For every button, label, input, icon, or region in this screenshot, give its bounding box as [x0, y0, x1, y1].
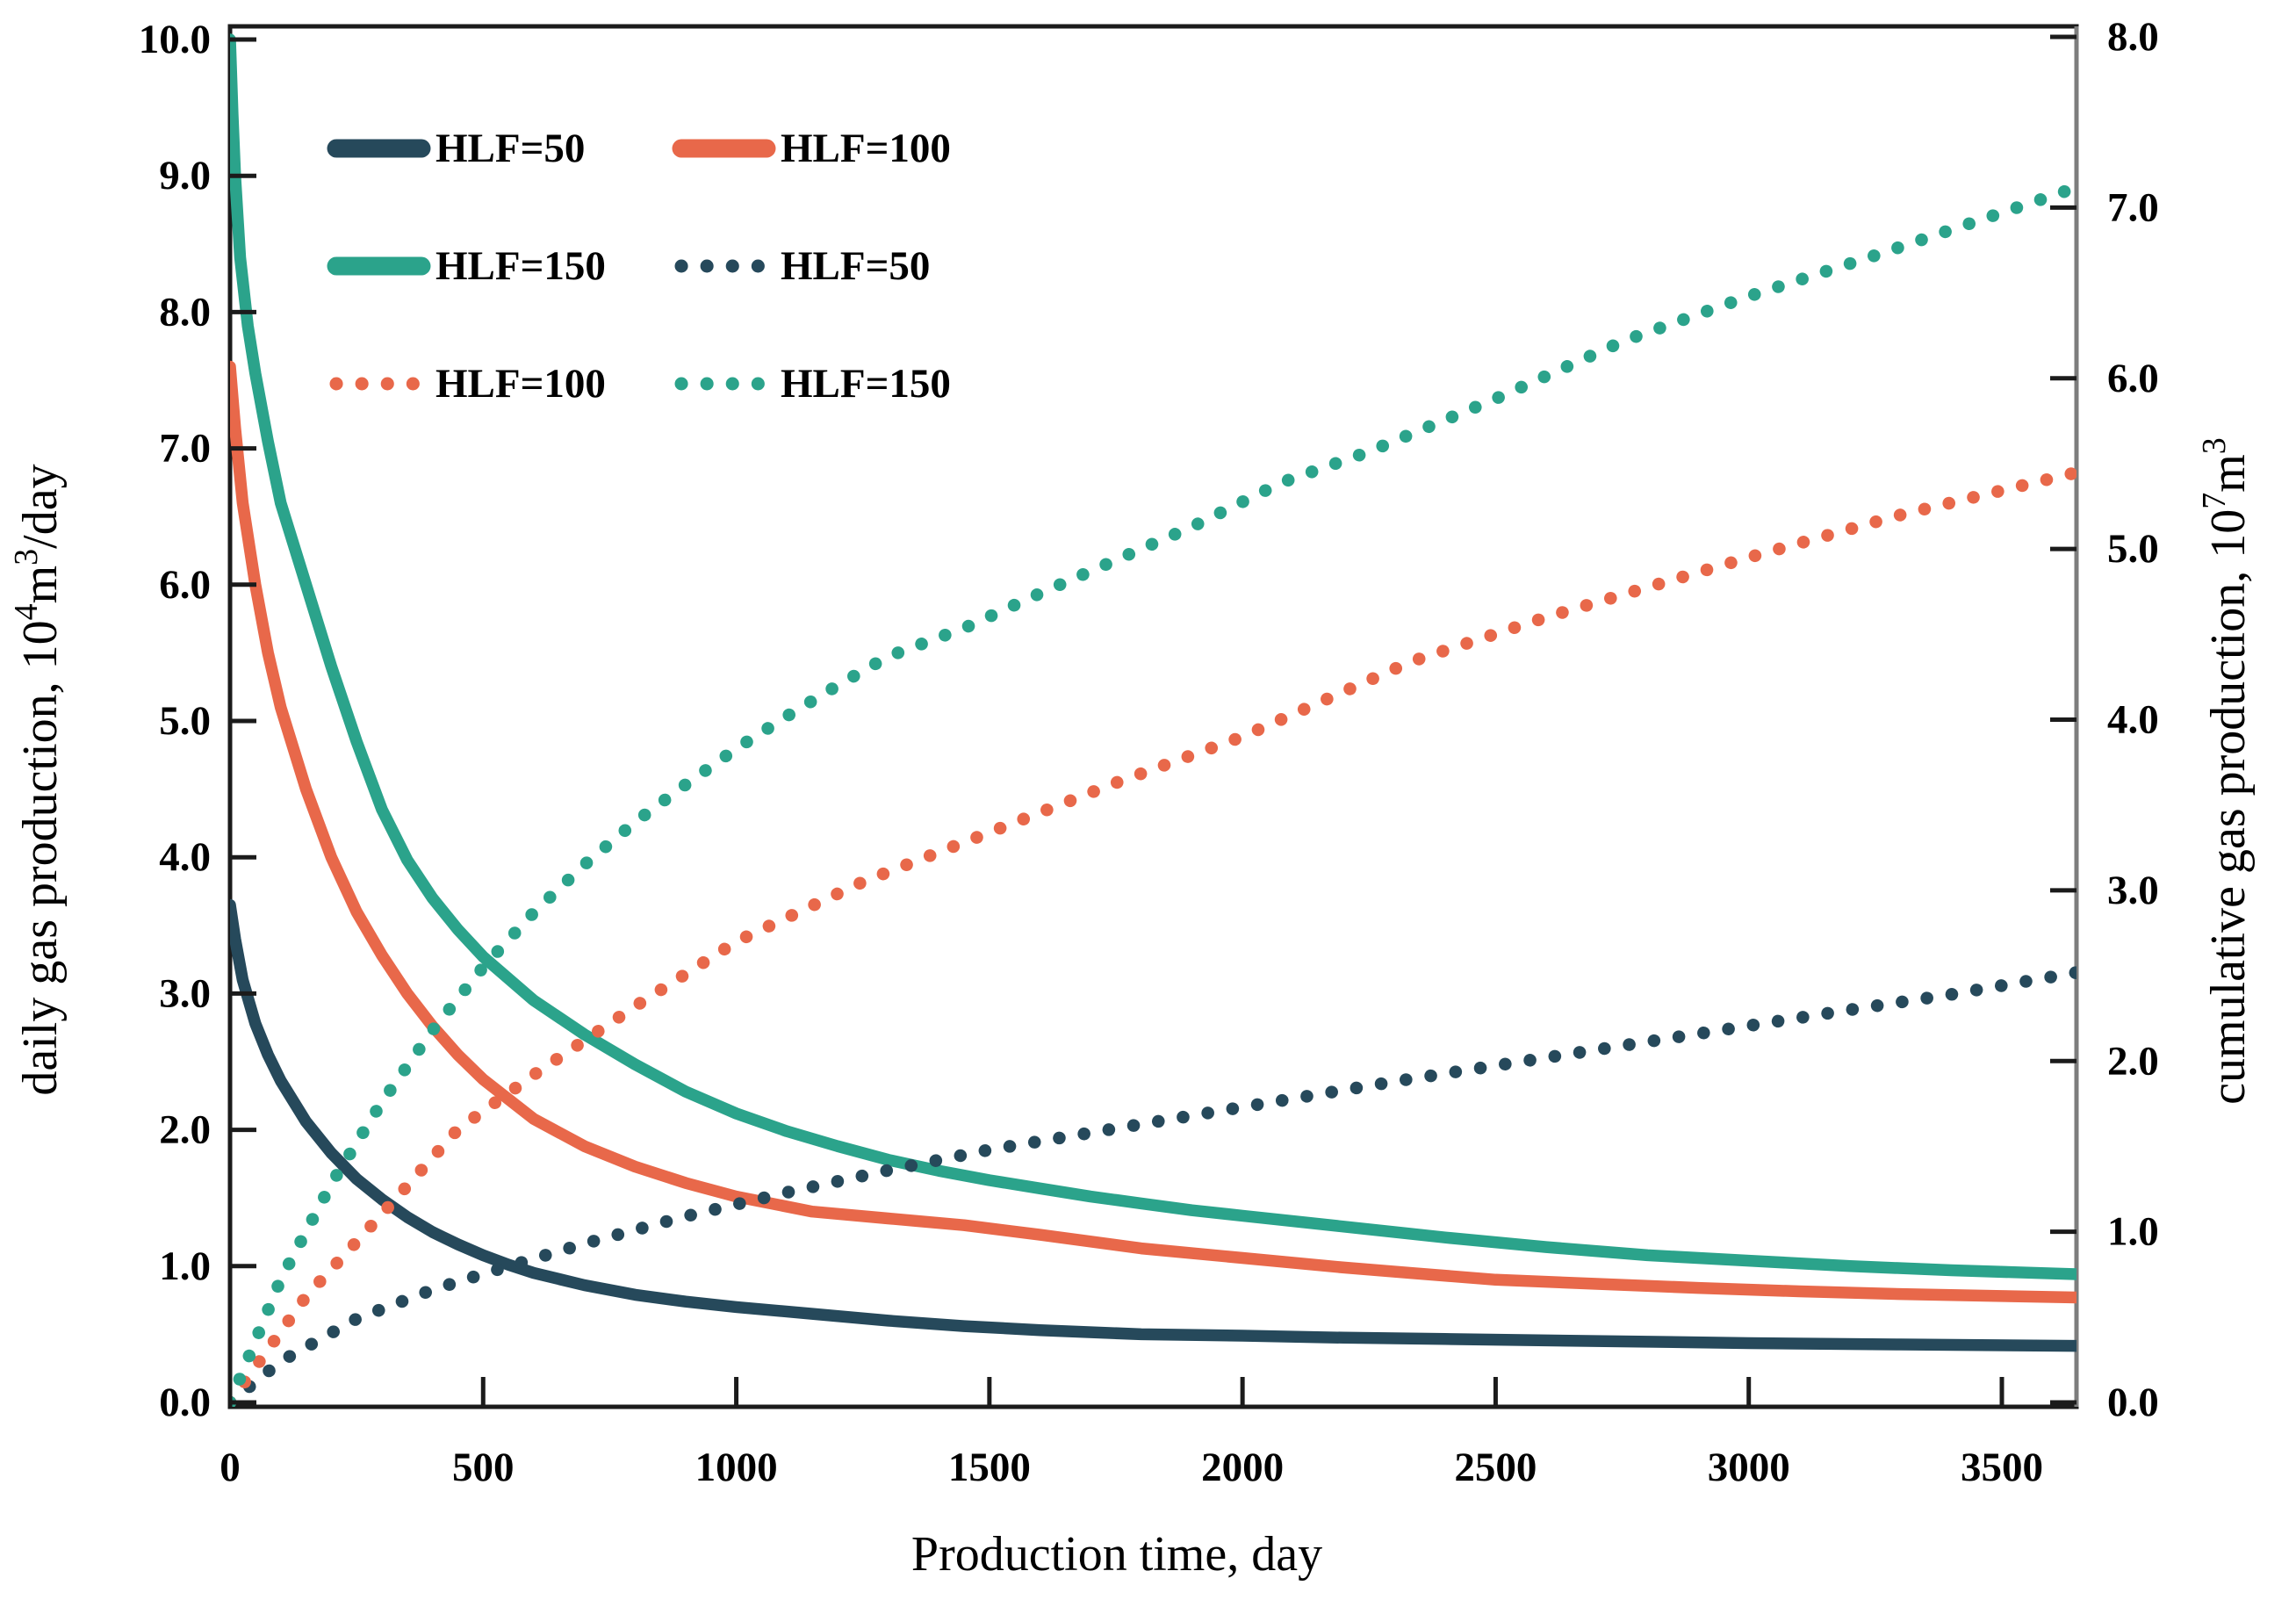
legend-label: HLF=100 [781, 126, 951, 171]
x-tick-label: 2500 [1454, 1445, 1537, 1490]
x-tick-label: 500 [452, 1445, 515, 1490]
legend-label: HLF=50 [781, 243, 930, 289]
y-right-tick-label: 2.0 [2107, 1038, 2159, 1084]
y-left-tick-label: 10.0 [139, 17, 211, 62]
y-left-tick-label: 1.0 [159, 1243, 211, 1289]
daily-hlf-100-line [230, 360, 2076, 1304]
daily-hlf-150-line [230, 33, 2076, 1280]
legend-item-dotted-hlf-150: HLF=150 [674, 361, 951, 407]
y-right-axis-title: cumulative gas production, 107m3 [2196, 437, 2256, 1105]
y-right-tick-label: 7.0 [2107, 184, 2159, 230]
axis-title-superscript: 4 [8, 603, 45, 620]
axis-title-text: m [13, 566, 68, 604]
axis-title-text: m [2201, 454, 2256, 493]
legend-item-dotted-hlf-100: HLF=100 [329, 361, 606, 407]
axis-title-text: /day [13, 464, 68, 548]
x-tick-label: 0 [220, 1445, 241, 1490]
y-right-tick-label: 5.0 [2107, 526, 2159, 572]
x-tick-label: 2000 [1201, 1445, 1284, 1490]
y-right-tick-label: 8.0 [2107, 14, 2159, 60]
y-right-tick-label: 1.0 [2107, 1209, 2159, 1255]
y-right-tick-label: 6.0 [2107, 356, 2159, 401]
legend-label: HLF=150 [435, 243, 606, 289]
legend-item-solid-hlf-100: HLF=100 [672, 126, 951, 171]
y-left-tick-label: 9.0 [159, 153, 211, 198]
daily-hlf-50-line [230, 898, 2076, 1352]
y-left-tick-label: 8.0 [159, 289, 211, 335]
legend-label: HLF=50 [435, 126, 585, 171]
axis-title-text: cumulative gas production, 10 [2201, 509, 2256, 1105]
axis-title-superscript: 3 [2196, 437, 2233, 454]
y-left-tick-label: 2.0 [159, 1107, 211, 1153]
x-tick-label: 1500 [948, 1445, 1031, 1490]
y-right-tick-label: 3.0 [2107, 868, 2159, 913]
x-tick-label: 3000 [1708, 1445, 1790, 1490]
legend-item-solid-hlf-50: HLF=50 [327, 126, 585, 171]
x-axis-title: Production time, day [911, 1527, 1322, 1582]
y-left-tick-label: 5.0 [159, 698, 211, 744]
y-left-tick-label: 7.0 [159, 426, 211, 472]
series-layer [230, 33, 2076, 1407]
axis-title-superscript: 3 [8, 549, 45, 566]
y-left-tick-label: 6.0 [159, 562, 211, 608]
cumulative-hlf-50-line [230, 966, 2076, 1407]
x-tick-label: 1000 [695, 1445, 778, 1490]
y-left-tick-label: 4.0 [159, 834, 211, 880]
y-left-tick-label: 0.0 [159, 1380, 211, 1425]
y-left-axis-title: daily gas production, 104m3/day [8, 464, 68, 1095]
cumulative-hlf-150-line [230, 180, 2076, 1407]
axis-title-text: daily gas production, 10 [13, 620, 68, 1095]
axis-title-superscript: 7 [2196, 493, 2233, 509]
y-left-tick-label: 3.0 [159, 970, 211, 1016]
legend: HLF=50 HLF=100 HLF=150 HLF=50 HLF=100 HLF=150 [327, 126, 951, 407]
x-tick-label: 3500 [1961, 1445, 2043, 1490]
y-right-tick-label: 4.0 [2107, 697, 2159, 743]
cumulative-hlf-100-line [230, 465, 2076, 1407]
legend-label: HLF=150 [781, 361, 951, 407]
legend-item-dotted-hlf-50: HLF=50 [674, 243, 930, 289]
legend-label: HLF=100 [435, 361, 606, 407]
y-right-tick-label: 0.0 [2107, 1380, 2159, 1425]
legend-item-solid-hlf-150: HLF=150 [327, 243, 606, 289]
